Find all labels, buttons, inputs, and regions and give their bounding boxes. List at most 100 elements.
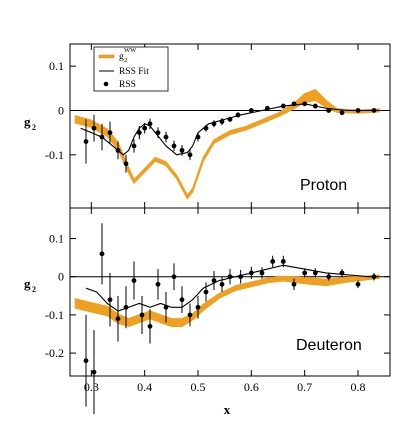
rss-data-point [83, 139, 89, 144]
rss-data-point [147, 121, 153, 127]
rss-data-point [211, 278, 217, 283]
rss-data-point [339, 110, 345, 116]
rss-data-point [107, 130, 113, 136]
rss-data-point [326, 108, 332, 113]
g2-ww-band [74, 89, 380, 200]
x-tick-label: 0.4 [137, 380, 152, 394]
y-tick-label: -0.1 [45, 308, 64, 322]
rss-data-point [371, 274, 377, 280]
rss-data-point [280, 103, 286, 109]
rss-data-point [248, 108, 254, 113]
rss-data-point [211, 121, 217, 127]
x-tick-label: 0.8 [351, 380, 366, 394]
proton-panel-label: Proton [300, 177, 347, 194]
y-tick-label: 0 [58, 103, 64, 117]
y-tick-label: 0.1 [49, 59, 64, 73]
rss-data-point [115, 316, 121, 322]
proton-y-label: g [24, 114, 31, 129]
rss-data-point [179, 297, 185, 303]
rss-data-point [187, 152, 193, 158]
rss-data-point [326, 274, 332, 280]
rss-data-point [123, 304, 129, 310]
legend-label-ww: g [119, 52, 124, 62]
rss-data-point [123, 161, 129, 167]
rss-data-point [312, 103, 318, 109]
deuteron-x-ticks: 0.3 0.4 0.5 0.6 0.7 0.8 [84, 208, 366, 394]
rss-data-point [291, 281, 297, 287]
rss-data-point [227, 116, 233, 122]
rss-data-point [195, 134, 201, 140]
rss-data-point [91, 369, 97, 375]
rss-data-point [219, 119, 225, 124]
rss-data-point [270, 259, 276, 264]
rss-data-point [179, 147, 185, 153]
y-tick-label: -0.2 [45, 346, 64, 360]
x-tick-label: 0.7 [297, 380, 312, 394]
rss-data-point [195, 304, 201, 310]
rss-data-point [259, 270, 265, 276]
rss-data-point [371, 108, 377, 113]
rss-data-point [83, 358, 89, 364]
x-tick-label: 0.3 [84, 380, 99, 394]
x-axis-label: x [224, 402, 231, 417]
legend-label-ww-sub: 2 [124, 57, 127, 64]
rss-data-point [339, 270, 345, 276]
rss-data-point [312, 270, 318, 276]
rss-data-point [248, 270, 254, 276]
deuteron-plot-frame [69, 207, 391, 377]
rss-data-point [187, 312, 193, 318]
y-tick-label: -0.1 [45, 148, 64, 162]
x-tick-label: 0.6 [244, 380, 259, 394]
proton-y-label-sub: 2 [32, 123, 36, 132]
proton-x-ticks [90, 44, 359, 208]
rss-data-point [115, 147, 121, 153]
rss-data-point [264, 105, 270, 111]
rss-data-point [99, 251, 105, 257]
rss-data-point [171, 274, 177, 280]
legend-label-ww-sup: WW [124, 47, 137, 54]
proton-panel: 0.1 0 -0.1 g 2 Proton g 2 WW RSS Fit RSS [24, 43, 391, 209]
deuteron-plot-area [74, 223, 380, 415]
rss-data-point [203, 125, 209, 131]
x-tick-label: 0.5 [191, 380, 206, 394]
rss-data-point [171, 143, 177, 149]
rss-data-point [136, 130, 142, 136]
rss-data-point [99, 134, 105, 140]
rss-data-point [107, 297, 113, 303]
rss-data-point [163, 304, 169, 310]
rss-data-point [155, 281, 161, 287]
rss-data-point [203, 289, 209, 295]
rss-data-point [131, 143, 137, 149]
rss-data-point [302, 101, 308, 107]
legend-points-swatch [103, 81, 109, 87]
rss-data-point [355, 108, 361, 113]
deuteron-panel: 0.1 0 -0.1 -0.2 0.3 0.4 0.5 0.6 0.7 0.8 g 2 Deut… [24, 207, 391, 417]
rss-data-point [238, 274, 244, 280]
rss-data-point [131, 278, 137, 283]
proton-y-ticks: 0.1 0 -0.1 [45, 59, 390, 162]
deuteron-panel-label: Deuteron [296, 337, 362, 354]
deuteron-y-ticks: 0.1 0 -0.1 -0.2 [45, 232, 390, 360]
rss-data-point [163, 134, 169, 140]
y-tick-label: 0 [58, 270, 64, 284]
rss-data-point [302, 270, 308, 276]
deuteron-y-label: g [24, 276, 31, 291]
legend: g 2 WW RSS Fit RSS [93, 46, 169, 92]
rss-data-point [139, 312, 145, 318]
legend-label-points: RSS [119, 80, 136, 90]
rss-data-point [280, 259, 286, 264]
legend-label-fit: RSS Fit [119, 67, 149, 77]
deuteron-y-label-sub: 2 [32, 285, 36, 294]
rss-data-point [235, 112, 241, 118]
rss-data-point [91, 125, 97, 131]
rss-data-point [355, 281, 361, 287]
rss-data-point [227, 274, 233, 280]
rss-data-point [219, 281, 225, 287]
rss-data-point [291, 101, 297, 107]
rss-data-point [142, 125, 148, 131]
legend-band-swatch [98, 54, 115, 59]
rss-data-point [147, 323, 153, 329]
rss-data-point [155, 130, 161, 136]
y-tick-label: 0.1 [49, 232, 64, 246]
